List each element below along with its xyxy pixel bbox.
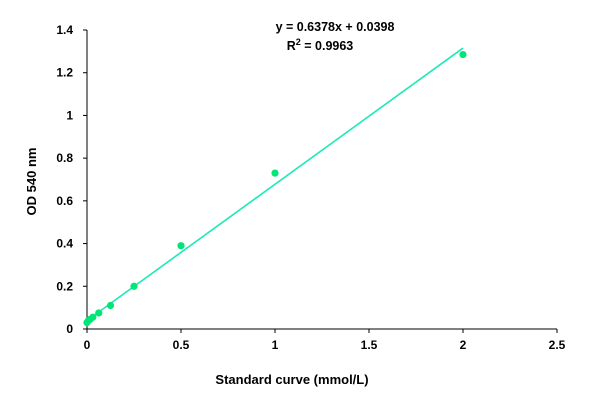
y-tick-label: 0.8 bbox=[56, 151, 73, 165]
x-axis-ticks: 0 0.5 1 1.5 2 2.5 bbox=[84, 329, 566, 352]
x-tick-label: 1 bbox=[272, 338, 279, 352]
r-squared-value: = 0.9963 bbox=[301, 39, 354, 53]
data-point bbox=[89, 313, 97, 321]
x-axis-label: Standard curve (mmol/L) bbox=[215, 372, 368, 387]
y-tick-label: 0.4 bbox=[56, 237, 73, 251]
y-tick-label: 1.2 bbox=[56, 66, 73, 80]
data-point bbox=[177, 242, 185, 250]
y-tick-label: 0.2 bbox=[56, 279, 73, 293]
data-point bbox=[95, 309, 103, 317]
x-tick-label: 2 bbox=[460, 338, 467, 352]
data-point bbox=[459, 50, 467, 59]
data-point bbox=[130, 282, 138, 290]
x-tick-label: 1.5 bbox=[361, 338, 378, 352]
trendline-equation: y = 0.6378x + 0.0398 bbox=[276, 20, 395, 34]
x-tick-label: 0.5 bbox=[173, 338, 190, 352]
y-tick-label: 0 bbox=[66, 322, 73, 336]
y-tick-label: 1.4 bbox=[56, 23, 73, 37]
trendline bbox=[86, 47, 464, 322]
y-tick-label: 1 bbox=[66, 108, 73, 122]
y-tick-label: 0.6 bbox=[56, 194, 73, 208]
x-tick-label: 2.5 bbox=[549, 338, 566, 352]
r-squared-superscript: 2 bbox=[296, 37, 301, 47]
r-squared-symbol: R bbox=[287, 39, 296, 53]
x-tick-label: 0 bbox=[84, 338, 91, 352]
r-squared-label: R2 = 0.9963 bbox=[287, 37, 354, 53]
data-points bbox=[83, 50, 467, 327]
data-point bbox=[106, 301, 115, 310]
y-axis-label: OD 540 nm bbox=[24, 148, 39, 216]
data-point bbox=[271, 169, 279, 177]
y-axis-ticks: 0 0.2 0.4 0.6 0.8 1 1.2 1.4 bbox=[56, 23, 87, 336]
